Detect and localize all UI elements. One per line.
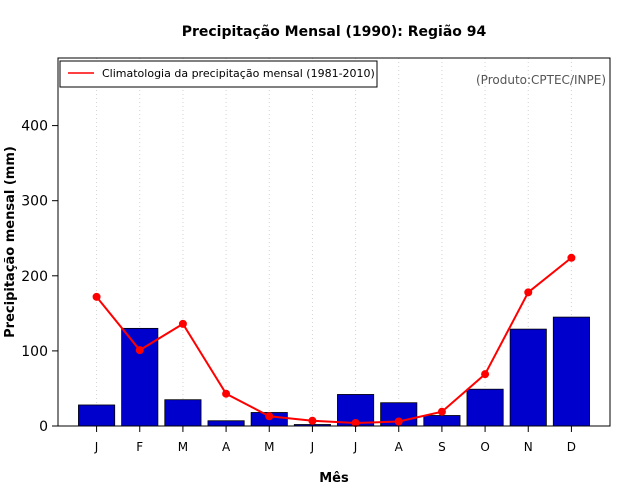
climatology-point xyxy=(567,253,576,262)
x-tick-label: A xyxy=(222,440,231,454)
climatology-series xyxy=(92,253,576,427)
y-tick-label: 200 xyxy=(21,269,48,285)
y-axis-label: Precipitação mensal (mm) xyxy=(3,146,18,338)
x-axis-label: Mês xyxy=(319,471,349,486)
x-tick-label: D xyxy=(567,440,576,454)
legend-box xyxy=(59,60,378,88)
climatology-line xyxy=(95,256,573,424)
climatology-point xyxy=(92,292,101,301)
plot-frame xyxy=(57,57,611,427)
chart-title: Precipitação Mensal (1990): Região 94 xyxy=(182,24,487,40)
climatology-point xyxy=(351,418,360,427)
y-tick-label: 300 xyxy=(21,194,48,210)
climatology-point xyxy=(135,346,144,355)
x-tick-label: J xyxy=(353,440,358,454)
credit-label: (Produto:CPTEC/INPE) xyxy=(476,73,606,87)
y-tick-label: 0 xyxy=(39,419,48,435)
x-tick-label: A xyxy=(395,440,404,454)
climatology-point xyxy=(394,417,403,426)
climatology-point xyxy=(481,370,490,379)
climatology-point xyxy=(178,319,187,328)
x-tick-label: O xyxy=(480,440,489,454)
climatology-point xyxy=(524,288,533,297)
y-tick-label: 100 xyxy=(21,344,48,360)
grid xyxy=(96,58,572,426)
climatology-point xyxy=(222,389,231,398)
y-tick-label: 400 xyxy=(21,119,48,135)
legend-label: Climatologia da precipitação mensal (198… xyxy=(102,67,375,80)
y-axis: 0 100 200 300 400 xyxy=(21,119,58,435)
x-tick-label: J xyxy=(310,440,315,454)
bar xyxy=(121,327,159,427)
climatology-point xyxy=(437,407,446,416)
climatology-point xyxy=(308,416,317,425)
x-tick-label: S xyxy=(438,440,446,454)
bar xyxy=(466,388,504,427)
bar xyxy=(164,399,202,427)
bar xyxy=(78,404,116,427)
x-tick-label: M xyxy=(178,440,188,454)
bar xyxy=(509,328,547,427)
x-tick-label: N xyxy=(524,440,533,454)
bar xyxy=(207,420,245,427)
bar-series xyxy=(78,316,590,427)
climatology-point xyxy=(265,412,274,421)
legend: Climatologia da precipitação mensal (198… xyxy=(59,60,378,88)
bar xyxy=(552,316,590,427)
x-tick-label: J xyxy=(94,440,99,454)
x-tick-label: M xyxy=(264,440,274,454)
x-tick-label: F xyxy=(136,440,143,454)
bar xyxy=(423,415,461,427)
